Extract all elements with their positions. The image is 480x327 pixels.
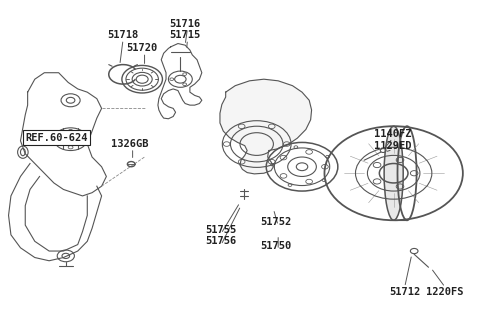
Text: 51756: 51756 xyxy=(205,236,237,246)
Text: 1220FS: 1220FS xyxy=(426,286,464,297)
Text: 1129ED: 1129ED xyxy=(374,141,411,151)
Text: REF.60-624: REF.60-624 xyxy=(25,132,87,143)
Text: 51750: 51750 xyxy=(260,241,291,251)
Text: 51755: 51755 xyxy=(205,225,237,235)
Text: 51720: 51720 xyxy=(127,43,158,53)
Text: 51718: 51718 xyxy=(108,30,139,41)
Text: 1140FZ: 1140FZ xyxy=(374,129,411,139)
Text: 51716: 51716 xyxy=(169,19,201,29)
Text: 1326GB: 1326GB xyxy=(111,139,149,149)
Text: 51752: 51752 xyxy=(260,217,291,227)
Text: 51715: 51715 xyxy=(169,30,201,41)
Ellipse shape xyxy=(384,126,403,220)
Polygon shape xyxy=(220,79,312,174)
Text: 51712: 51712 xyxy=(389,286,420,297)
